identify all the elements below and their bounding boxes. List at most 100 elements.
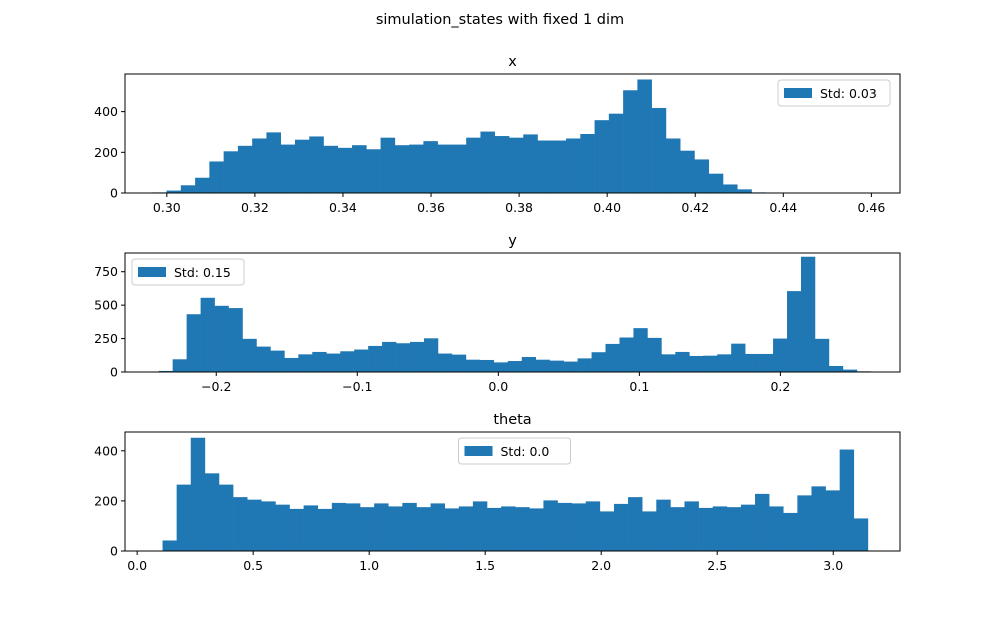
histogram-bar [811, 486, 826, 551]
histogram-bars [162, 437, 869, 551]
histogram-bar [708, 173, 724, 193]
x-tick-label: −0.2 [201, 379, 231, 394]
histogram-bar [416, 507, 431, 551]
histogram-bar [312, 351, 327, 372]
histogram-bar [172, 359, 187, 372]
histogram-bar [501, 506, 516, 551]
histogram-bar [437, 144, 453, 193]
histogram-bar [430, 503, 445, 551]
histogram-bar [451, 354, 467, 372]
histogram-bar [223, 151, 239, 193]
histogram-bar [585, 501, 601, 551]
histogram-bar [186, 314, 201, 372]
histogram-bar [451, 144, 467, 193]
histogram-bar [444, 508, 460, 551]
x-tick-label: 0.42 [681, 200, 709, 215]
histogram-bar [591, 352, 606, 372]
histogram-bar [619, 337, 634, 372]
axes-frame [124, 73, 901, 194]
histogram-bar [352, 145, 367, 193]
histogram-bar [594, 120, 610, 193]
histogram-bar [577, 358, 592, 372]
legend-label: Std: 0.0 [501, 444, 550, 459]
histogram-bar [266, 132, 282, 193]
histogram-bar [740, 504, 756, 551]
legend: Std: 0.15 [131, 258, 245, 286]
subplot-title: y [508, 233, 517, 249]
histogram-bar [374, 503, 389, 551]
histogram-bar [853, 518, 869, 551]
x-tick-label: 1.0 [359, 558, 379, 573]
histogram-bar [242, 338, 257, 372]
histogram-bar [647, 337, 662, 372]
histogram-bar [396, 343, 411, 372]
histogram-bar [340, 351, 355, 372]
legend-swatch [784, 88, 812, 98]
y-tick-label: 500 [94, 298, 118, 313]
histogram-bar [360, 507, 375, 551]
histogram-bar [209, 161, 224, 193]
x-tick-label: 0.34 [329, 200, 357, 215]
histogram-bar [675, 351, 690, 372]
subplot-2: y −0.2 −0.1 0.0 0.1 0.2 0 250 500 750 Std: 0.15 [94, 233, 901, 394]
histogram-bar [529, 508, 544, 551]
histogram-bar [162, 540, 177, 551]
histogram-bar [633, 328, 648, 372]
histogram-bar [515, 507, 530, 551]
histogram-bar [214, 305, 229, 372]
histogram-bar [613, 503, 629, 551]
histogram-bar [294, 139, 310, 193]
histogram-bar [472, 501, 488, 551]
histogram-bar [637, 79, 652, 193]
histogram-bar [382, 341, 397, 372]
histogram-bar [543, 500, 558, 551]
histogram-bar [437, 353, 453, 372]
histogram-bar [190, 437, 206, 551]
x-tick-label: 0.32 [241, 200, 269, 215]
histogram-bar [233, 497, 248, 551]
histogram-bar [493, 362, 509, 372]
histogram-bar [466, 137, 481, 193]
x-tick-label: 3.0 [823, 558, 843, 573]
y-tick-label: 750 [94, 264, 118, 279]
x-tick-label: 2.0 [591, 558, 611, 573]
histogram-bar [842, 369, 858, 372]
histogram-bar [571, 503, 587, 551]
histogram-bar [773, 338, 788, 372]
histogram-bar [195, 177, 210, 193]
histogram-bar [345, 503, 361, 551]
subplot-3: theta 0.0 0.5 1.0 1.5 2.0 2.5 3.0 0 200 400 Std: 0.… [94, 412, 901, 573]
histogram-bar [726, 507, 742, 551]
histogram-bar [284, 357, 299, 372]
histogram-bar [698, 507, 714, 551]
histogram-bar [684, 501, 699, 551]
histogram-bar [599, 511, 615, 551]
histogram-bar [642, 511, 657, 551]
histogram-bar [410, 341, 425, 372]
histogram-bar [551, 140, 567, 193]
histogram-bar [665, 138, 681, 193]
histogram-bar [608, 113, 624, 193]
histogram-bar [694, 159, 710, 193]
histogram-bar [623, 90, 638, 193]
y-tick-label: 200 [94, 145, 118, 160]
legend-label: Std: 0.15 [174, 265, 231, 280]
y-tick-label: 400 [94, 104, 118, 119]
histogram-bar [368, 345, 383, 372]
histogram-bar [828, 365, 844, 372]
legend-frame [131, 258, 245, 286]
x-tick-label: 0.36 [417, 200, 445, 215]
histogram-bar [298, 354, 313, 372]
y-tick-label: 250 [94, 331, 118, 346]
histogram-bar [458, 506, 474, 551]
histogram-bar [423, 141, 438, 193]
histogram-bar [200, 297, 215, 372]
x-tick-label: 0.38 [505, 200, 533, 215]
histogram-bar [409, 144, 424, 193]
histogram-bar [158, 370, 173, 372]
histogram-bar [166, 190, 182, 193]
histogram-bar [661, 354, 676, 372]
histogram-bar [566, 138, 581, 193]
y-tick-label: 400 [94, 443, 118, 458]
